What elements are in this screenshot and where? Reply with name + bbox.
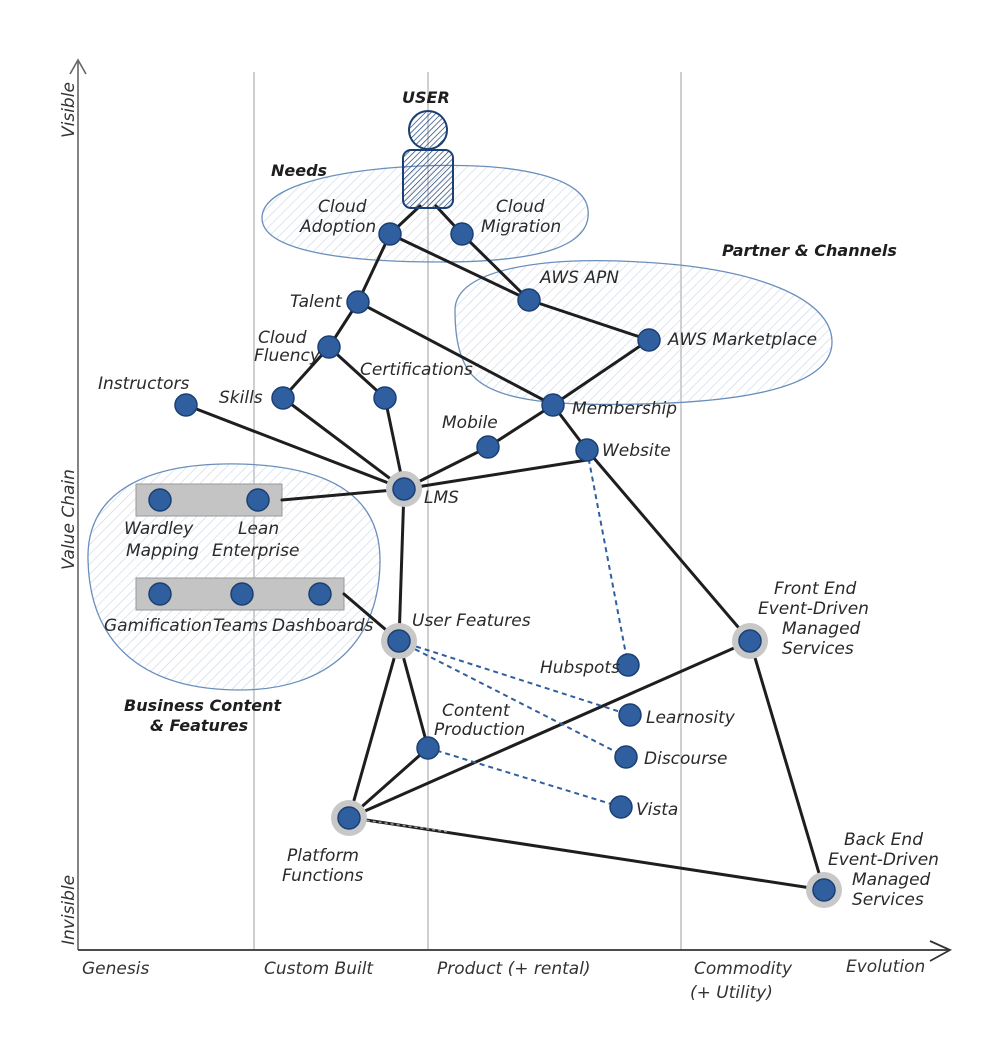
- node-labels: Cloud Adoption Cloud Migration AWS APN A…: [98, 197, 939, 910]
- x-label-evolution: Evolution: [846, 957, 925, 977]
- node-gamification: [148, 582, 172, 606]
- label-instructors: Instructors: [98, 374, 189, 394]
- x-label-custom: Custom Built: [264, 959, 374, 979]
- label-membership: Membership: [572, 399, 677, 419]
- label-front-end-3: Managed: [782, 619, 861, 639]
- label-platform-2: Functions: [282, 866, 364, 886]
- label-back-end-3: Managed: [852, 870, 931, 890]
- label-hubspots: Hubspots: [540, 658, 620, 678]
- node-cloud-migration: [450, 222, 474, 246]
- node-teams: [230, 582, 254, 606]
- nodes: [148, 222, 836, 902]
- node-lean-enterprise: [246, 488, 270, 512]
- business-group: [87, 463, 381, 691]
- node-certifications: [373, 386, 397, 410]
- label-wardley-1: Wardley: [124, 519, 194, 539]
- label-cloud-adoption-1: Cloud: [318, 197, 367, 217]
- node-front-end: [738, 629, 762, 653]
- business-title-1: Business Content: [124, 696, 282, 715]
- label-aws-apn: AWS APN: [539, 268, 619, 288]
- node-user-features: [387, 629, 411, 653]
- node-wardley-mapping: [148, 488, 172, 512]
- label-front-end-4: Services: [782, 639, 854, 659]
- node-membership: [541, 393, 565, 417]
- label-vista: Vista: [636, 800, 678, 820]
- solid-links: [184, 204, 826, 892]
- label-gamification: Gamification: [104, 616, 212, 636]
- label-cloud-migration-1: Cloud: [496, 197, 545, 217]
- label-learnosity: Learnosity: [646, 708, 736, 728]
- label-back-end-1: Back End: [844, 830, 923, 850]
- label-discourse: Discourse: [644, 749, 728, 769]
- label-wardley-2: Mapping: [126, 541, 199, 561]
- label-cloud-fluency-2: Fluency: [254, 346, 321, 366]
- label-teams: Teams: [213, 616, 268, 636]
- label-cloud-migration-2: Migration: [481, 217, 561, 237]
- label-user-features: User Features: [412, 611, 531, 631]
- needs-title: Needs: [271, 161, 327, 180]
- label-certifications: Certifications: [360, 360, 473, 380]
- node-dashboards: [308, 582, 332, 606]
- business-title-2: & Features: [150, 716, 248, 735]
- y-label-visible: Visible: [59, 82, 79, 138]
- node-website: [575, 438, 599, 462]
- node-aws-marketplace: [637, 328, 661, 352]
- node-instructors: [174, 393, 198, 417]
- node-discourse: [614, 745, 638, 769]
- label-cloud-adoption-2: Adoption: [299, 217, 376, 237]
- node-talent: [346, 290, 370, 314]
- label-platform-1: Platform: [287, 846, 359, 866]
- label-talent: Talent: [290, 292, 343, 312]
- node-lms: [392, 477, 416, 501]
- user-icon: [402, 110, 454, 209]
- x-label-commodity-2: (+ Utility): [690, 983, 773, 1003]
- label-aws-marketplace: AWS Marketplace: [667, 330, 817, 350]
- axes: [69, 58, 953, 962]
- partner-title: Partner & Channels: [722, 241, 897, 260]
- label-back-end-4: Services: [852, 890, 924, 910]
- user-title: USER: [402, 88, 450, 107]
- node-skills: [271, 386, 295, 410]
- label-content-1: Content: [442, 701, 511, 721]
- node-cloud-fluency: [317, 335, 341, 359]
- x-label-product: Product (+ rental): [437, 959, 591, 979]
- x-label-genesis: Genesis: [82, 959, 149, 979]
- node-cloud-adoption: [378, 222, 402, 246]
- y-label-value-chain: Value Chain: [59, 469, 79, 570]
- label-front-end-1: Front End: [774, 579, 857, 599]
- platform-backend-faint: [348, 817, 451, 833]
- needs-group: [261, 164, 589, 263]
- node-learnosity: [618, 703, 642, 727]
- label-lean-2: Enterprise: [212, 541, 299, 561]
- node-mobile: [476, 435, 500, 459]
- node-platform-functions: [337, 806, 361, 830]
- node-back-end: [812, 878, 836, 902]
- label-lean-1: Lean: [238, 519, 279, 539]
- label-cloud-fluency-1: Cloud: [258, 328, 307, 348]
- x-label-commodity: Commodity: [694, 959, 793, 979]
- label-dashboards: Dashboards: [272, 616, 374, 636]
- node-content-production: [416, 736, 440, 760]
- label-lms: LMS: [424, 488, 459, 508]
- dashed-links: [398, 449, 631, 808]
- label-mobile: Mobile: [442, 413, 498, 433]
- y-label-invisible: Invisible: [59, 875, 79, 945]
- label-website: Website: [602, 441, 671, 461]
- node-aws-apn: [517, 288, 541, 312]
- label-front-end-2: Event-Driven: [758, 599, 869, 619]
- node-vista: [609, 795, 633, 819]
- label-content-2: Production: [434, 720, 525, 740]
- label-skills: Skills: [219, 388, 263, 408]
- label-back-end-2: Event-Driven: [828, 850, 939, 870]
- node-hubspots: [616, 653, 640, 677]
